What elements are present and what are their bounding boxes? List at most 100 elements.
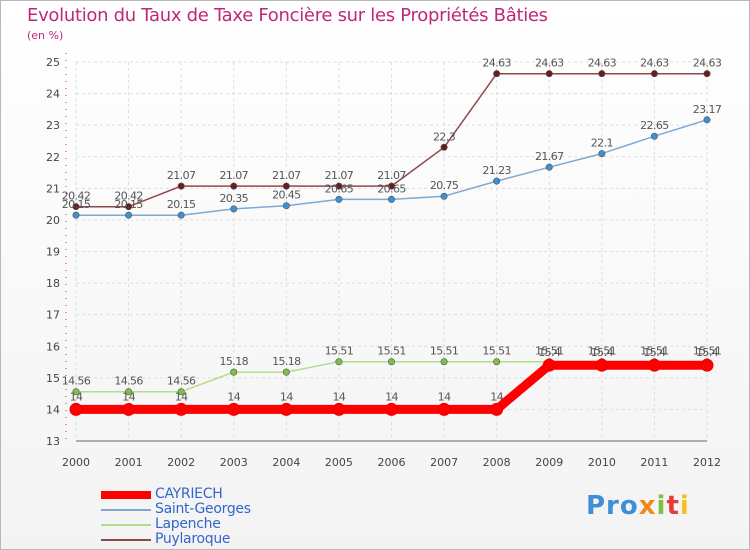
- point-saint-georges: [598, 150, 606, 158]
- point-lapenche: [335, 358, 343, 366]
- point-cayriech: [437, 402, 451, 416]
- data-label-lapenche: 14.56: [167, 375, 196, 388]
- y-tick-label: 16: [46, 340, 60, 353]
- data-label-lapenche: 14.56: [114, 375, 143, 388]
- point-lapenche: [440, 358, 448, 366]
- point-lapenche: [72, 388, 80, 396]
- data-label-saint-georges: 22.65: [640, 119, 669, 132]
- point-cayriech: [332, 402, 346, 416]
- point-saint-georges: [650, 132, 658, 140]
- x-tick-label: 2009: [535, 456, 563, 469]
- data-label-puylaroque: 24.63: [535, 57, 564, 70]
- data-label-lapenche: 15.51: [693, 345, 722, 358]
- point-saint-georges: [72, 211, 80, 219]
- y-tick-label: 22: [46, 151, 60, 164]
- legend-swatch-lapenche: [101, 524, 151, 526]
- y-tick-label: 18: [46, 277, 60, 290]
- x-tick-label: 2010: [588, 456, 616, 469]
- data-label-cayriech: 14: [122, 390, 135, 403]
- point-puylaroque: [440, 143, 448, 151]
- x-tick-label: 2003: [220, 456, 248, 469]
- point-puylaroque: [545, 70, 553, 78]
- data-label-puylaroque: 21.07: [220, 169, 249, 182]
- data-label-saint-georges: 20.15: [62, 198, 91, 211]
- data-label-puylaroque: 24.63: [640, 57, 669, 70]
- data-label-puylaroque: 24.63: [693, 57, 722, 70]
- y-tick-label: 13: [46, 435, 60, 448]
- data-label-saint-georges: 20.65: [377, 182, 406, 195]
- x-tick-label: 2001: [115, 456, 143, 469]
- data-label-puylaroque: 21.07: [272, 169, 301, 182]
- legend-label-puylaroque: Puylaroque: [155, 531, 231, 547]
- data-label-saint-georges: 20.15: [167, 198, 196, 211]
- point-cayriech: [595, 358, 609, 372]
- x-tick-label: 2004: [272, 456, 300, 469]
- data-label-cayriech: 14: [438, 390, 451, 403]
- legend-label-lapenche: Lapenche: [155, 516, 221, 532]
- data-label-lapenche: 15.51: [377, 345, 406, 358]
- data-label-lapenche: 15.18: [272, 355, 301, 368]
- legend-swatch-cayriech: [101, 491, 151, 499]
- x-tick-label: 2012: [693, 456, 721, 469]
- data-label-puylaroque: 20.42: [114, 190, 143, 203]
- point-saint-georges: [440, 192, 448, 200]
- data-label-cayriech: 15.4: [591, 346, 614, 359]
- data-label-cayriech: 14: [385, 390, 398, 403]
- point-cayriech: [69, 402, 83, 416]
- data-label-lapenche: 15.51: [535, 345, 564, 358]
- point-cayriech: [700, 358, 714, 372]
- point-cayriech: [227, 402, 241, 416]
- data-label-lapenche: 15.51: [430, 345, 459, 358]
- y-tick-label: 21: [46, 182, 60, 195]
- data-label-puylaroque: 24.63: [482, 57, 511, 70]
- data-label-lapenche: 14.56: [62, 375, 91, 388]
- data-label-cayriech: 14: [70, 390, 83, 403]
- data-label-saint-georges: 20.45: [272, 189, 301, 202]
- data-label-lapenche: 15.51: [325, 345, 354, 358]
- data-label-saint-georges: 21.67: [535, 150, 564, 163]
- data-label-saint-georges: 23.17: [693, 103, 722, 116]
- proxiti-logo: Proxiti: [586, 491, 690, 521]
- point-saint-georges: [493, 177, 501, 185]
- x-tick-label: 2008: [483, 456, 511, 469]
- chart-title: Evolution du Taux de Taxe Foncière sur l…: [27, 5, 548, 26]
- data-label-saint-georges: 21.23: [482, 164, 511, 177]
- point-saint-georges: [335, 195, 343, 203]
- point-lapenche: [230, 368, 238, 376]
- data-label-saint-georges: 20.35: [220, 192, 249, 205]
- data-label-cayriech: 14: [175, 390, 188, 403]
- point-cayriech: [490, 402, 504, 416]
- data-label-cayriech: 14: [227, 390, 240, 403]
- point-puylaroque: [335, 182, 343, 190]
- legend-swatch-saint-georges: [101, 509, 151, 511]
- data-label-lapenche: 15.51: [588, 345, 617, 358]
- x-tick-label: 2007: [430, 456, 458, 469]
- point-puylaroque: [72, 203, 80, 211]
- x-tick-label: 2011: [640, 456, 668, 469]
- data-label-saint-georges: 20.75: [430, 179, 459, 192]
- data-label-cayriech: 15.4: [643, 346, 666, 359]
- point-puylaroque: [177, 182, 185, 190]
- point-lapenche: [282, 368, 290, 376]
- point-cayriech: [122, 402, 136, 416]
- data-label-cayriech: 14: [280, 390, 293, 403]
- point-saint-georges: [387, 195, 395, 203]
- y-tick-label: 19: [46, 246, 60, 259]
- y-tick-label: 25: [46, 56, 60, 69]
- data-label-puylaroque: 22.3: [433, 130, 456, 143]
- y-tick-label: 23: [46, 119, 60, 132]
- legend-swatch-puylaroque: [101, 539, 151, 541]
- point-puylaroque: [387, 182, 395, 190]
- y-tick-label: 17: [46, 309, 60, 322]
- data-label-puylaroque: 21.07: [377, 169, 406, 182]
- point-puylaroque: [650, 70, 658, 78]
- data-label-puylaroque: 20.42: [62, 190, 91, 203]
- x-tick-label: 2006: [378, 456, 406, 469]
- y-tick-label: 15: [46, 372, 60, 385]
- legend-label-saint-georges: Saint-Georges: [155, 501, 251, 517]
- point-cayriech: [542, 358, 556, 372]
- point-saint-georges: [230, 205, 238, 213]
- data-label-lapenche: 15.18: [220, 355, 249, 368]
- point-cayriech: [174, 402, 188, 416]
- x-tick-label: 2005: [325, 456, 353, 469]
